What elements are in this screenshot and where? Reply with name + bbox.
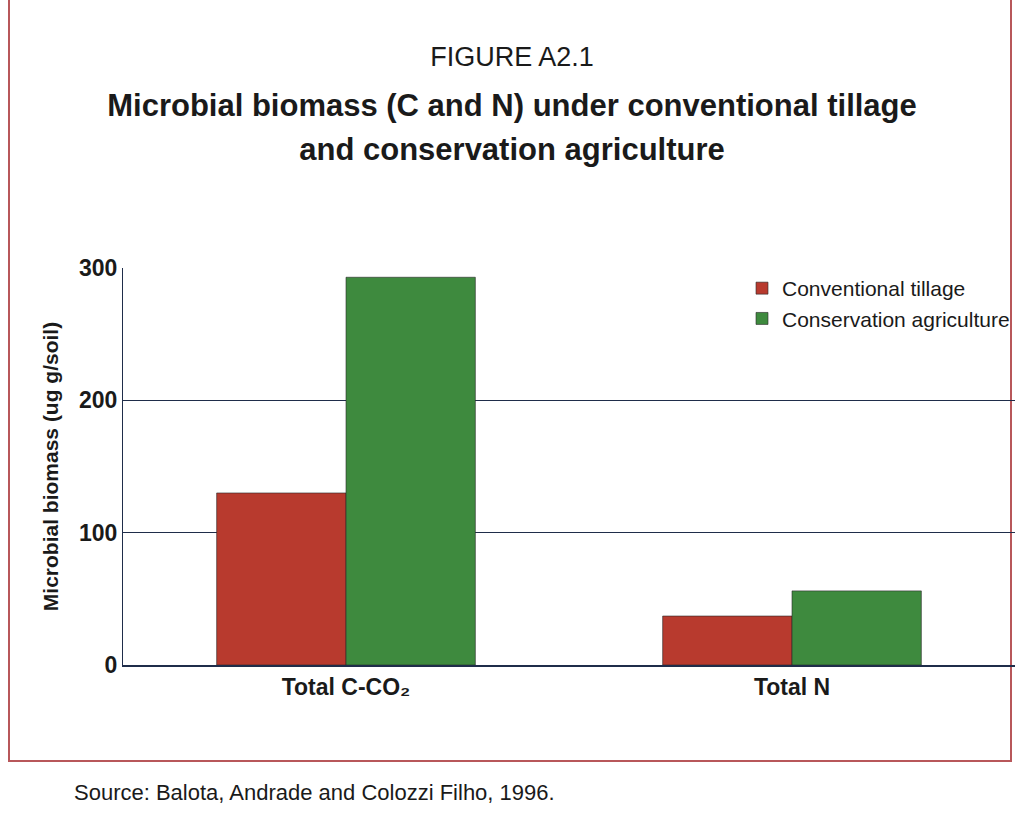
svg-text:100: 100	[79, 520, 117, 546]
svg-text:300: 300	[79, 255, 117, 281]
svg-text:Total C-CO₂: Total C-CO₂	[282, 674, 411, 700]
svg-text:Conservation agriculture: Conservation agriculture	[782, 308, 1010, 331]
svg-text:Total N: Total N	[754, 674, 830, 700]
svg-text:Conventional tillage: Conventional tillage	[782, 277, 965, 300]
svg-text:0: 0	[105, 652, 118, 678]
svg-text:Microbial biomass (ug g/soil): Microbial biomass (ug g/soil)	[39, 322, 62, 611]
html-text:Source: Balota, Andrade and Co: Source: Balota, Andrade and Colozzi Filh…	[74, 780, 555, 805]
html-text:FIGURE A2.1: FIGURE A2.1	[430, 42, 594, 72]
svg-text:200: 200	[79, 387, 117, 413]
html-text:Microbial biomass (C and N) un: Microbial biomass (C and N) under conven…	[107, 88, 917, 167]
